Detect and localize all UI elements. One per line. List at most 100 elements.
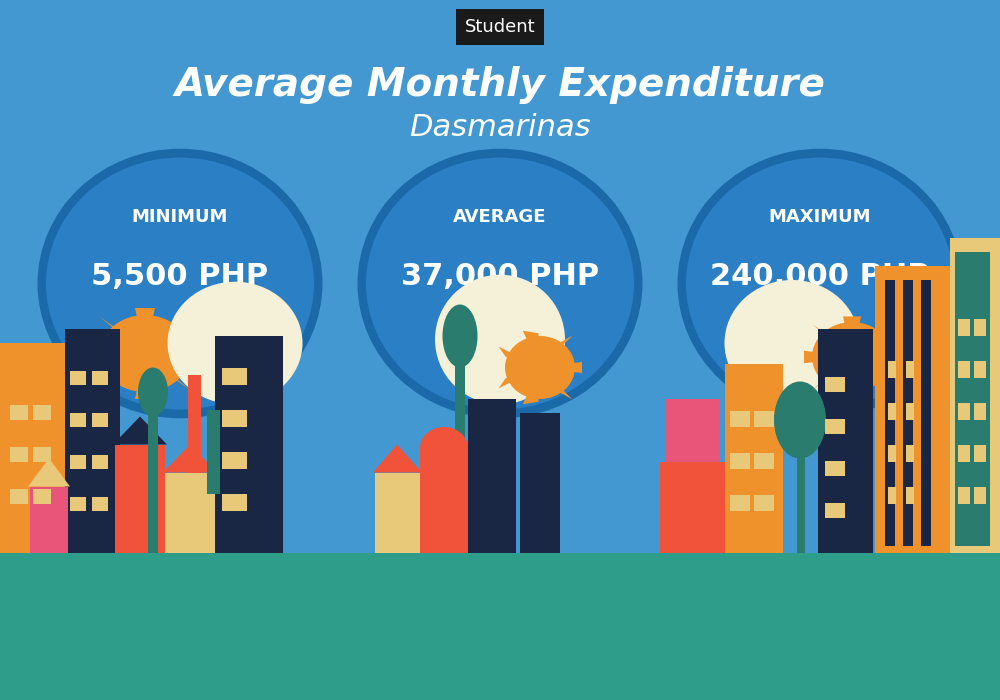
- Bar: [958, 486, 970, 504]
- Bar: [888, 486, 896, 504]
- Bar: [958, 444, 970, 462]
- Text: 37,000 PHP: 37,000 PHP: [401, 262, 599, 291]
- Bar: [10, 447, 28, 462]
- Bar: [974, 360, 986, 378]
- Polygon shape: [852, 351, 900, 363]
- Polygon shape: [135, 354, 155, 399]
- Bar: [148, 399, 158, 553]
- Bar: [33, 405, 51, 420]
- Bar: [974, 402, 986, 420]
- Polygon shape: [540, 335, 572, 368]
- Polygon shape: [99, 354, 145, 391]
- Bar: [222, 452, 247, 469]
- Bar: [33, 489, 51, 504]
- Polygon shape: [843, 357, 861, 398]
- Bar: [665, 399, 720, 553]
- Polygon shape: [523, 368, 540, 404]
- Bar: [921, 280, 931, 546]
- Text: Dasmarinas: Dasmarinas: [409, 113, 591, 142]
- Text: AVERAGE: AVERAGE: [453, 208, 547, 226]
- Bar: [754, 411, 774, 427]
- Bar: [70, 455, 86, 469]
- Bar: [10, 405, 28, 420]
- Bar: [207, 410, 220, 494]
- Text: Student: Student: [465, 18, 535, 36]
- Bar: [222, 368, 247, 385]
- Polygon shape: [135, 308, 155, 354]
- Bar: [730, 411, 750, 427]
- Ellipse shape: [678, 149, 962, 418]
- Ellipse shape: [686, 158, 954, 410]
- Ellipse shape: [420, 427, 468, 469]
- Bar: [660, 462, 725, 553]
- Bar: [885, 280, 895, 546]
- Polygon shape: [90, 346, 145, 360]
- Bar: [875, 266, 950, 553]
- Polygon shape: [499, 346, 540, 368]
- Polygon shape: [540, 368, 572, 400]
- Text: $660: $660: [472, 333, 528, 353]
- Polygon shape: [28, 458, 70, 486]
- Polygon shape: [99, 316, 145, 354]
- Bar: [825, 461, 845, 476]
- Bar: [903, 280, 913, 546]
- Bar: [92, 371, 108, 385]
- Bar: [70, 413, 86, 427]
- Bar: [70, 371, 86, 385]
- Bar: [92, 413, 108, 427]
- Bar: [958, 360, 970, 378]
- Polygon shape: [523, 331, 540, 368]
- Polygon shape: [843, 316, 861, 357]
- Bar: [825, 503, 845, 518]
- Bar: [222, 410, 247, 427]
- Bar: [906, 486, 914, 504]
- Bar: [754, 453, 774, 469]
- Bar: [725, 364, 783, 553]
- Bar: [754, 495, 774, 511]
- Ellipse shape: [505, 336, 575, 399]
- Ellipse shape: [46, 158, 314, 410]
- Polygon shape: [145, 316, 191, 354]
- Bar: [818, 329, 873, 553]
- Text: $99: $99: [159, 333, 201, 353]
- Polygon shape: [163, 444, 217, 472]
- Bar: [455, 343, 465, 553]
- Polygon shape: [145, 346, 200, 360]
- Ellipse shape: [38, 149, 322, 418]
- Polygon shape: [804, 351, 852, 363]
- Bar: [10, 489, 28, 504]
- Ellipse shape: [366, 158, 634, 410]
- Polygon shape: [812, 357, 852, 390]
- Polygon shape: [540, 362, 582, 373]
- Bar: [222, 494, 247, 511]
- Polygon shape: [499, 368, 540, 388]
- Bar: [730, 495, 750, 511]
- Bar: [0, 343, 65, 553]
- Bar: [0, 420, 1000, 504]
- Bar: [825, 377, 845, 392]
- Text: MAXIMUM: MAXIMUM: [769, 208, 871, 226]
- Polygon shape: [145, 354, 191, 391]
- Bar: [375, 473, 420, 553]
- Polygon shape: [852, 324, 892, 357]
- Bar: [520, 413, 560, 553]
- Bar: [188, 374, 201, 472]
- Bar: [906, 360, 914, 378]
- Bar: [115, 444, 165, 553]
- Bar: [888, 444, 896, 462]
- Bar: [420, 448, 468, 553]
- Ellipse shape: [812, 322, 892, 392]
- Text: 5,500 PHP: 5,500 PHP: [91, 262, 269, 291]
- Polygon shape: [852, 357, 892, 390]
- Bar: [70, 497, 86, 511]
- Bar: [950, 238, 1000, 553]
- Bar: [468, 399, 516, 553]
- Text: $4,400: $4,400: [781, 333, 859, 353]
- Bar: [825, 419, 845, 434]
- Bar: [888, 402, 896, 420]
- Polygon shape: [812, 324, 852, 357]
- Polygon shape: [373, 444, 422, 472]
- Bar: [65, 329, 120, 553]
- Bar: [30, 486, 68, 553]
- Ellipse shape: [724, 280, 860, 406]
